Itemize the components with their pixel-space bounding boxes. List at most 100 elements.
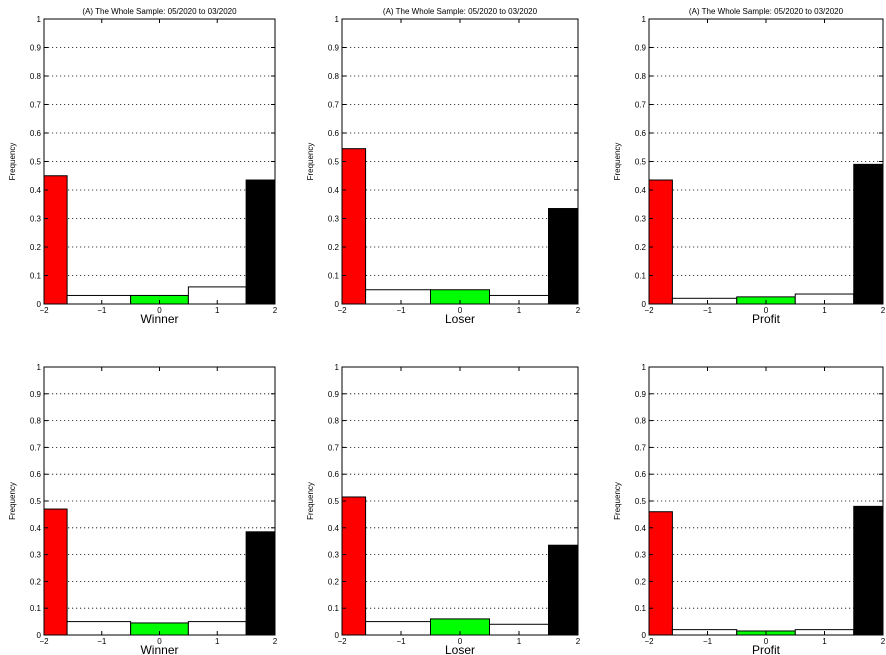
histogram-bar-white [66,621,132,636]
x-tick-label: −2 [337,637,347,646]
y-axis-label: Frequency [613,143,622,181]
x-tick-label: −2 [337,306,347,315]
x-tick-label: 0 [157,306,162,315]
histogram-bar-white [671,629,738,636]
x-tick-label: −2 [644,637,654,646]
histogram-bar-red [648,179,673,305]
y-tick-label: 0.9 [328,44,340,53]
x-axis-label: Winner [140,312,178,326]
y-tick-label: 1 [642,363,647,372]
histogram-bar-red [43,175,68,305]
x-tick-label: 1 [517,637,522,646]
histogram-bar-black [853,505,884,636]
grid-lines [44,47,275,276]
x-axis-label: Profit [752,312,781,326]
x-tick-label: −1 [703,637,713,646]
x-tick-label: 2 [881,306,886,315]
y-tick-label: 0.8 [30,417,42,426]
histogram-bar-black [853,163,884,305]
y-tick-label: 0.1 [328,604,340,613]
y-tick-label: 0.3 [328,215,340,224]
chart-title: (A) The Whole Sample: 05/2020 to 03/2020 [383,7,538,16]
y-axis-label: Frequency [8,143,17,181]
y-tick-label: 0.3 [30,551,42,560]
x-tick-label: −2 [39,306,49,315]
histogram-bar-black [245,179,276,305]
y-tick-label: 0.6 [30,129,42,138]
y-tick-label: 0.2 [30,243,42,252]
grid-lines [649,393,883,609]
y-tick-label: 1 [37,15,42,24]
y-tick-label: 0.4 [328,524,340,533]
y-tick-label: 0.2 [635,577,647,586]
x-tick-label: 1 [822,637,827,646]
y-axis-label: Frequency [306,482,315,520]
x-tick-label: 2 [881,637,886,646]
y-tick-label: 0.3 [328,551,340,560]
y-axis-label: Frequency [613,482,622,520]
y-tick-label: 0.6 [635,129,647,138]
x-tick-label: 0 [157,637,162,646]
y-tick-label: 0 [335,300,340,309]
chart-title: (A) The Whole Sample: 05/2020 to 03/2020 [689,7,844,16]
histogram-bar-black [548,208,579,305]
y-tick-label: 0.9 [30,44,42,53]
x-tick-label: 2 [576,637,581,646]
y-tick-label: 0.7 [30,101,42,110]
histogram-bar-red [648,511,673,636]
y-tick-label: 0.3 [635,215,647,224]
y-tick-label: 0.9 [635,44,647,53]
x-tick-label: 1 [822,306,827,315]
y-tick-label: 1 [335,15,340,24]
histogram-panel-6: 0 0.1 0.2 0.3 0.4 0.5 0.6 0.7 0.8 0.9 1 −2 −1 0 1 2 Prof… [613,363,886,655]
y-tick-label: 0 [642,300,647,309]
chart-title: (A) The Whole Sample: 05/2020 to 03/2020 [82,7,237,16]
histogram-panel-4: 0 0.1 0.2 0.3 0.4 0.5 0.6 0.7 0.8 0.9 1 −2 −1 0 1 2 Winn… [8,363,278,655]
y-tick-label: 0.4 [635,186,647,195]
x-tick-label: 0 [458,637,463,646]
x-tick-label: 2 [273,637,278,646]
y-tick-label: 0.2 [30,577,42,586]
y-tick-label: 0.6 [635,470,647,479]
y-tick-label: 1 [335,363,340,372]
y-tick-label: 0.7 [328,443,340,452]
y-tick-label: 0.7 [635,101,647,110]
y-tick-label: 0.5 [635,497,647,506]
x-axis-label: Loser [445,643,475,655]
y-tick-label: 0.6 [328,129,340,138]
y-tick-label: 0.4 [30,524,42,533]
histogram-panel-3: 0 0.1 0.2 0.3 0.4 0.5 0.6 0.7 0.8 0.9 1 −2 −1 0 1 2 Prof… [613,7,886,326]
x-tick-label: 1 [215,637,220,646]
histogram-bar-white [365,621,432,636]
y-tick-label: 0.2 [328,577,340,586]
y-tick-label: 0.7 [635,443,647,452]
histogram-panel-2: 0 0.1 0.2 0.3 0.4 0.5 0.6 0.7 0.8 0.9 1 −2 −1 0 1 2 Lose… [306,7,581,326]
y-tick-label: 1 [37,363,42,372]
x-tick-label: 1 [517,306,522,315]
y-tick-label: 0.1 [30,604,42,613]
y-tick-label: 0.6 [328,470,340,479]
histogram-bar-red [341,496,367,636]
y-tick-label: 0.7 [30,443,42,452]
x-tick-label: −1 [703,306,713,315]
y-tick-label: 0.2 [635,243,647,252]
y-tick-label: 0.8 [30,72,42,81]
x-axis-label: Profit [752,643,781,655]
y-tick-label: 0 [335,631,340,640]
x-tick-label: −1 [97,637,107,646]
y-tick-label: 0.5 [328,497,340,506]
y-tick-label: 0.9 [635,390,647,399]
histogram-bar-white [671,297,738,305]
y-axis-label: Frequency [306,143,315,181]
x-tick-label: −1 [396,306,406,315]
y-tick-label: 0.4 [635,524,647,533]
x-tick-label: 0 [458,306,463,315]
x-tick-label: 0 [764,306,769,315]
histogram-bar-white [365,289,432,305]
grid-lines [649,47,883,276]
histogram-bar-black [548,544,579,636]
grid-lines [44,393,275,609]
y-tick-label: 0.8 [635,72,647,81]
histogram-bar-black [245,531,276,636]
